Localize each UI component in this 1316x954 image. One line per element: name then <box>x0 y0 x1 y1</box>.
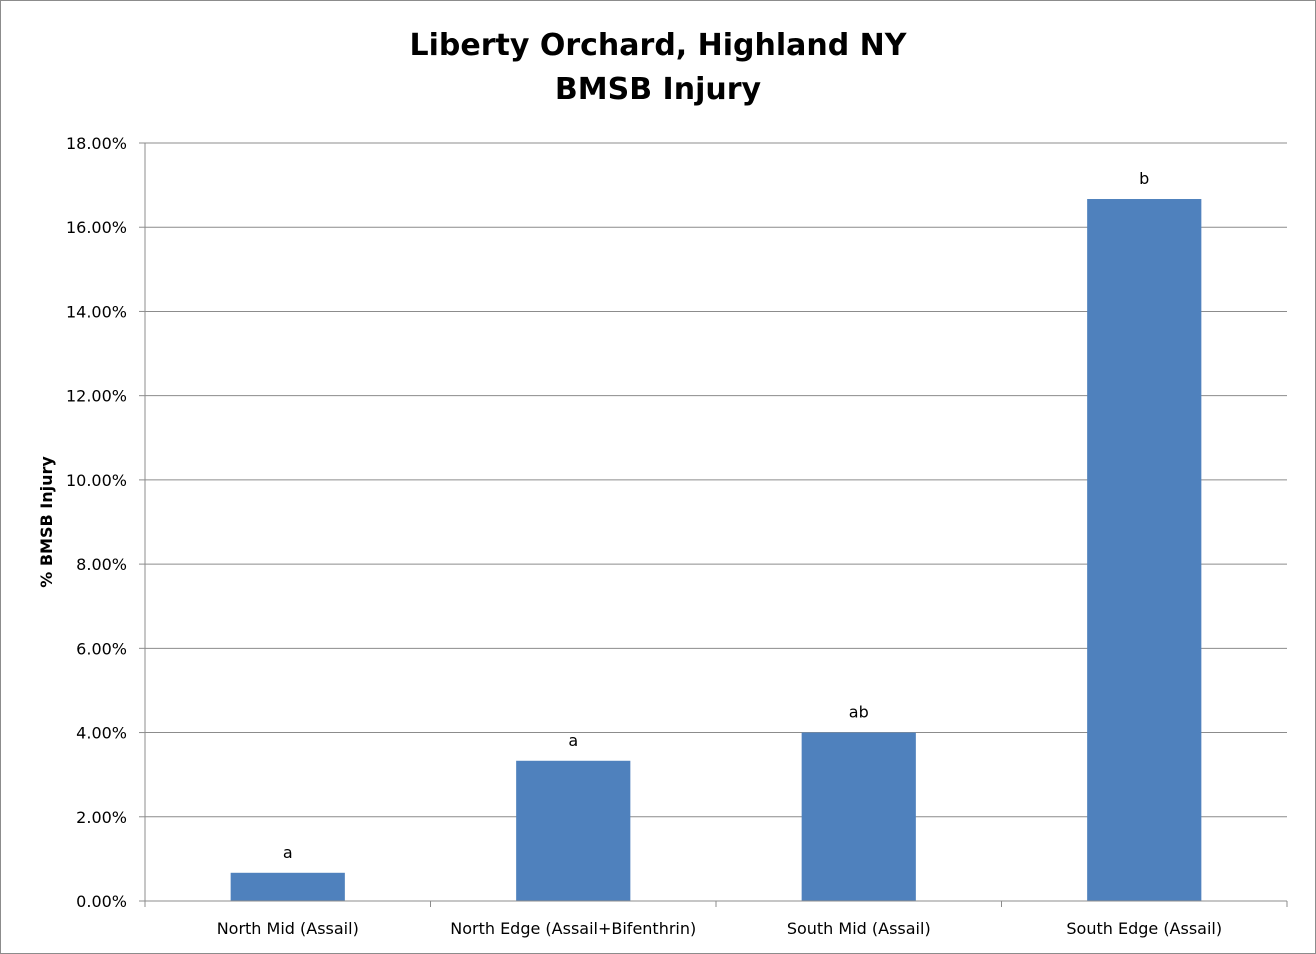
y-tick-label: 18.00% <box>66 134 127 153</box>
bar-data-label: a <box>568 731 578 750</box>
chart-subtitle: BMSB Injury <box>554 72 762 107</box>
y-tick-label: 12.00% <box>66 387 127 406</box>
y-tick-label: 16.00% <box>66 218 127 237</box>
bar <box>1087 199 1202 901</box>
x-category-label: South Edge (Assail) <box>1066 919 1222 938</box>
bar <box>516 760 631 901</box>
y-axis-label: % BMSB Injury <box>37 456 56 588</box>
data-labels: a a ab b <box>283 169 1149 862</box>
bar-data-label: a <box>283 843 293 862</box>
x-category-label: North Mid (Assail) <box>217 919 359 938</box>
bar-data-label: ab <box>849 703 869 722</box>
bar <box>801 732 916 901</box>
x-category-label: North Edge (Assail+Bifenthrin) <box>450 919 696 938</box>
chart-title: Liberty Orchard, Highland NY <box>409 28 907 63</box>
y-tick-label: 2.00% <box>76 808 127 827</box>
x-category-label: South Mid (Assail) <box>787 919 931 938</box>
bars <box>230 199 1202 901</box>
y-tick-label: 14.00% <box>66 302 127 321</box>
y-tick-label: 8.00% <box>76 555 127 574</box>
x-category-labels: North Mid (Assail) North Edge (Assail+Bif… <box>217 919 1222 938</box>
y-tick-labels: 0.00% 2.00% 4.00% 6.00% 8.00% 10.00% 12.00% 14.… <box>66 134 127 911</box>
y-tick-label: 6.00% <box>76 639 127 658</box>
axes <box>139 142 1288 907</box>
y-tick-label: 10.00% <box>66 471 127 490</box>
y-tick-label: 4.00% <box>76 724 127 743</box>
bar-data-label: b <box>1139 169 1149 188</box>
y-tick-label: 0.00% <box>76 892 127 911</box>
bar <box>230 872 345 901</box>
